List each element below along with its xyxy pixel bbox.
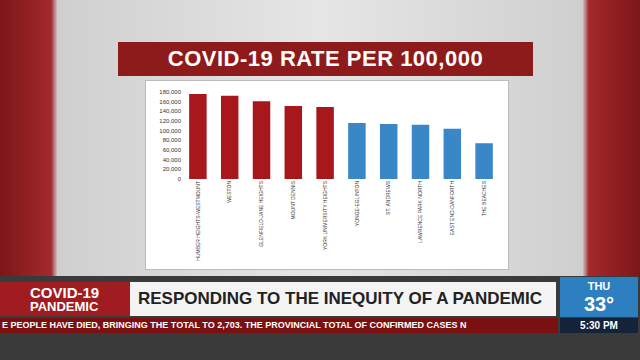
- svg-text:100,000: 100,000: [159, 128, 181, 134]
- svg-text:MOUNT DENNIS: MOUNT DENNIS: [290, 180, 296, 219]
- svg-text:HUMBER HEIGHTS-WESTMOUNT: HUMBER HEIGHTS-WESTMOUNT: [195, 181, 201, 261]
- html-text:5:30 PM: 5:30 PM: [580, 320, 618, 331]
- svg-text:GLENFIELD-JANE HEIGHTS: GLENFIELD-JANE HEIGHTS: [258, 180, 264, 247]
- html-text:THU: THU: [587, 280, 611, 292]
- html-text:33°: 33°: [583, 293, 615, 315]
- svg-text:60,000: 60,000: [163, 147, 182, 153]
- html-text:E PEOPLE HAVE DIED, BRINGING T: E PEOPLE HAVE DIED, BRINGING THE TOTAL T…: [2, 320, 467, 330]
- html-text:RESPONDING TO THE INEQUITY OF: RESPONDING TO THE INEQUITY OF A PANDEMIC: [138, 289, 542, 308]
- svg-text:LAWRENCE PARK NORTH: LAWRENCE PARK NORTH: [417, 181, 423, 243]
- svg-text:80,000: 80,000: [163, 137, 182, 143]
- svg-text:0: 0: [178, 176, 182, 182]
- html-text:COVID-19: COVID-19: [30, 284, 100, 301]
- svg-text:120,000: 120,000: [159, 118, 181, 124]
- svg-text:180,000: 180,000: [159, 89, 181, 95]
- svg-text:20,000: 20,000: [163, 166, 182, 172]
- html-text:PANDEMIC: PANDEMIC: [30, 299, 99, 314]
- svg-text:YORK UNIVERSITY HEIGHTS: YORK UNIVERSITY HEIGHTS: [322, 180, 328, 250]
- svg-text:THE BEACHES: THE BEACHES: [481, 180, 487, 216]
- svg-text:EAST END-DANFORTH: EAST END-DANFORTH: [449, 181, 455, 236]
- html-text:COVID-19 RATE PER 100,000: COVID-19 RATE PER 100,000: [167, 46, 484, 71]
- svg-text:YONGE-EGLINTON: YONGE-EGLINTON: [354, 181, 360, 227]
- svg-text:160,000: 160,000: [159, 99, 181, 105]
- svg-text:140,000: 140,000: [159, 108, 181, 114]
- svg-text:40,000: 40,000: [163, 157, 182, 163]
- svg-text:WESTON: WESTON: [226, 181, 232, 203]
- svg-text:ST. ANDREWS: ST. ANDREWS: [385, 180, 391, 215]
